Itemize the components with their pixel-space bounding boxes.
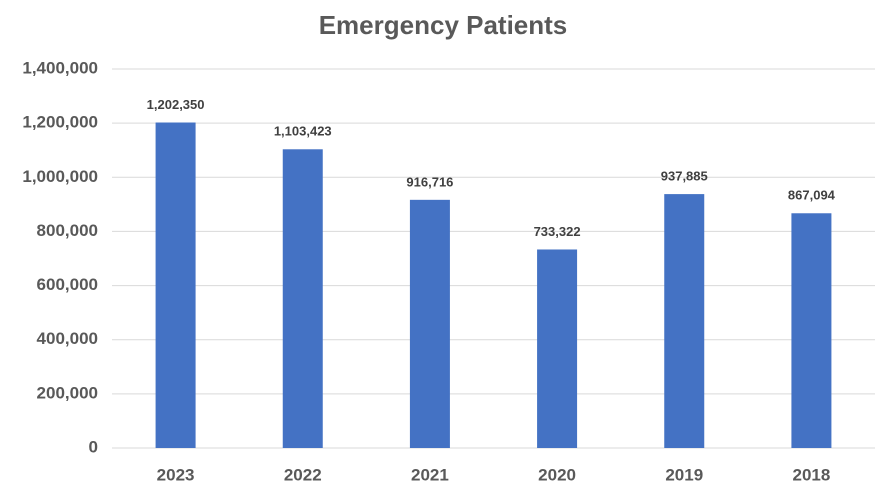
x-tick-label: 2019 [665, 465, 703, 484]
bar [155, 122, 196, 448]
bar [664, 194, 705, 448]
x-tick-label: 2023 [157, 465, 195, 484]
x-tick-label: 2020 [538, 465, 576, 484]
data-label: 916,716 [406, 174, 453, 189]
y-tick-label: 600,000 [37, 275, 98, 294]
y-tick-label: 800,000 [37, 221, 98, 240]
data-label: 1,103,423 [274, 124, 332, 139]
y-tick-label: 1,200,000 [22, 113, 98, 132]
data-label: 1,202,350 [147, 97, 205, 112]
data-label: 867,094 [788, 188, 836, 203]
bar [282, 149, 323, 448]
x-tick-label: 2018 [793, 465, 831, 484]
y-tick-label: 0 [89, 437, 98, 456]
y-tick-label: 200,000 [37, 383, 98, 402]
data-label: 937,885 [661, 169, 708, 184]
y-tick-label: 400,000 [37, 329, 98, 348]
x-tick-label: 2021 [411, 465, 449, 484]
x-tick-label: 2022 [284, 465, 322, 484]
y-tick-label: 1,400,000 [22, 58, 98, 77]
chart-title: Emergency Patients [319, 10, 568, 40]
bar [791, 213, 832, 448]
y-tick-label: 1,000,000 [22, 167, 98, 186]
bar [537, 249, 578, 448]
bar [409, 199, 450, 448]
data-label: 733,322 [534, 224, 581, 239]
